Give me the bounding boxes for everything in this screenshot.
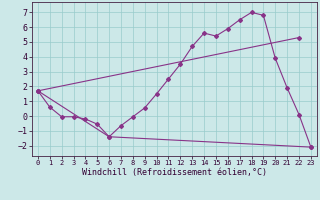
X-axis label: Windchill (Refroidissement éolien,°C): Windchill (Refroidissement éolien,°C) bbox=[82, 168, 267, 177]
